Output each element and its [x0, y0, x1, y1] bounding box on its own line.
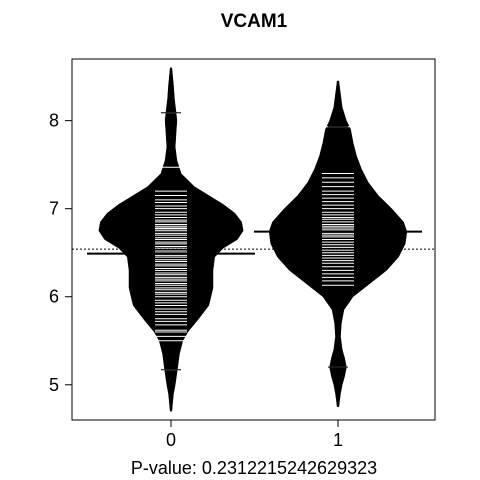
- y-axis: 5 6 7 8: [49, 111, 72, 395]
- x-tick-label-0: 0: [166, 430, 176, 450]
- y-tick-label-6: 6: [49, 287, 59, 307]
- x-axis-label: P-value: 0.2312215242629323: [131, 458, 377, 478]
- x-tick-label-1: 1: [333, 430, 343, 450]
- y-tick-label-7: 7: [49, 199, 59, 219]
- plot-frame: [71, 58, 436, 421]
- y-tick-label-8: 8: [49, 111, 59, 131]
- chart-title: VCAM1: [221, 11, 288, 32]
- y-tick-label-5: 5: [49, 375, 59, 395]
- bean-density-group-1: [268, 80, 408, 408]
- beans-layer: [87, 67, 422, 412]
